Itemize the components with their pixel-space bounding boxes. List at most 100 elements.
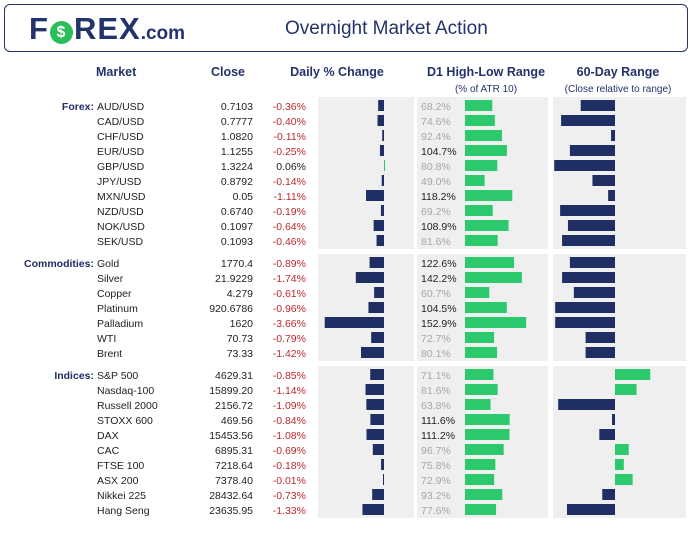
close-value: 6895.31 bbox=[215, 445, 253, 457]
daily-change-bar bbox=[373, 220, 384, 231]
range-bar bbox=[465, 429, 510, 440]
range-label: 142.2% bbox=[421, 273, 457, 285]
daily-change-bar bbox=[370, 414, 384, 425]
market-label: CAD/USD bbox=[97, 116, 145, 128]
group-label: Commodities: bbox=[24, 258, 94, 270]
page-title: Overnight Market Action bbox=[285, 18, 488, 39]
close-value: 1.3224 bbox=[221, 161, 253, 173]
coin-icon: $ bbox=[49, 21, 73, 44]
range-bar bbox=[465, 287, 490, 298]
close-value: 0.7777 bbox=[221, 116, 253, 128]
range-bar bbox=[465, 235, 498, 246]
range-label: 49.0% bbox=[421, 176, 451, 188]
daily-change-bar bbox=[378, 100, 384, 111]
change-label: -0.85% bbox=[273, 370, 306, 382]
daily-change-bar bbox=[381, 459, 384, 470]
change-label: -0.69% bbox=[273, 445, 306, 457]
market-label: Silver bbox=[97, 273, 124, 285]
daily-change-bar bbox=[368, 302, 384, 313]
header-banner: F $ REX.com Overnight Market Action bbox=[4, 4, 688, 52]
sixty-day-bar bbox=[615, 369, 651, 380]
sixty-day-bar bbox=[611, 130, 615, 141]
change-label: -0.89% bbox=[273, 258, 306, 270]
sixty-day-bar bbox=[555, 317, 615, 328]
change-label: -3.66% bbox=[273, 318, 306, 330]
daily-change-bar bbox=[360, 347, 384, 358]
sixty-day-bar bbox=[558, 399, 615, 410]
close-value: 0.7103 bbox=[221, 101, 253, 113]
range-bar bbox=[465, 474, 495, 485]
market-label: SEK/USD bbox=[97, 236, 144, 248]
close-value: 0.1097 bbox=[221, 221, 253, 233]
range-bar bbox=[465, 205, 493, 216]
market-label: NZD/USD bbox=[97, 206, 144, 218]
range-bar bbox=[465, 145, 507, 156]
market-label: Palladium bbox=[97, 318, 143, 330]
market-label: NOK/USD bbox=[97, 221, 145, 233]
range-label: 69.2% bbox=[421, 206, 451, 218]
close-value: 4.279 bbox=[227, 288, 253, 300]
sixty-day-bar bbox=[615, 444, 629, 455]
daily-change-bar bbox=[372, 489, 384, 500]
daily-change-bar bbox=[369, 257, 384, 268]
change-label: -0.14% bbox=[273, 176, 306, 188]
sixty-day-bar bbox=[560, 205, 615, 216]
close-value: 73.33 bbox=[227, 348, 253, 360]
range-label: 74.6% bbox=[421, 116, 451, 128]
change-label: -0.40% bbox=[273, 116, 306, 128]
column-header-daily-change: Daily % Change bbox=[290, 65, 384, 79]
range-label: 118.2% bbox=[421, 191, 456, 203]
sixty-day-bar bbox=[554, 160, 615, 171]
range-bar bbox=[465, 384, 498, 395]
range-label: 111.2% bbox=[421, 430, 455, 442]
forex-logo[interactable]: F $ REX.com bbox=[29, 11, 186, 46]
range-bar bbox=[465, 257, 515, 268]
change-label: -0.96% bbox=[273, 303, 306, 315]
market-label: STOXX 600 bbox=[97, 415, 153, 427]
market-label: AUD/USD bbox=[97, 101, 145, 113]
change-label: 0.06% bbox=[276, 161, 306, 173]
sixty-day-bar bbox=[608, 190, 615, 201]
column-header-close: Close bbox=[210, 65, 246, 79]
market-label: WTI bbox=[97, 333, 116, 345]
range-label: 81.6% bbox=[421, 236, 451, 248]
close-value: 0.05 bbox=[233, 191, 254, 203]
market-label: DAX bbox=[97, 430, 119, 442]
sixty-day-bar bbox=[573, 287, 615, 298]
sixty-day-bar bbox=[555, 302, 615, 313]
range-label: 80.1% bbox=[421, 348, 451, 360]
range-bar bbox=[465, 414, 510, 425]
range-label: 96.7% bbox=[421, 445, 451, 457]
change-label: -0.61% bbox=[273, 288, 306, 300]
daily-change-bar bbox=[384, 160, 385, 171]
close-value: 469.56 bbox=[221, 415, 253, 427]
change-label: -0.79% bbox=[273, 333, 306, 345]
market-label: Hang Seng bbox=[97, 505, 150, 517]
range-bar bbox=[465, 272, 522, 283]
change-label: -1.14% bbox=[273, 385, 306, 397]
daily-change-bar bbox=[377, 115, 384, 126]
group-label: Indices: bbox=[54, 370, 94, 382]
change-label: -0.36% bbox=[273, 101, 306, 113]
market-label: FTSE 100 bbox=[97, 460, 144, 472]
close-value: 0.8792 bbox=[221, 176, 253, 188]
market-label: Nikkei 225 bbox=[97, 490, 146, 502]
range-bar bbox=[465, 302, 507, 313]
daily-change-bar bbox=[355, 272, 384, 283]
range-label: 72.9% bbox=[421, 475, 451, 487]
range-label: 108.9% bbox=[421, 221, 457, 233]
sixty-day-bar bbox=[585, 347, 615, 358]
sixty-day-bar bbox=[599, 429, 615, 440]
close-value: 21.9229 bbox=[215, 273, 253, 285]
change-label: -1.42% bbox=[273, 348, 306, 360]
range-label: 122.6% bbox=[421, 258, 457, 270]
sixty-day-bar bbox=[585, 332, 615, 343]
range-label: 93.2% bbox=[421, 490, 451, 502]
change-label: -0.18% bbox=[273, 460, 306, 472]
close-value: 1.0820 bbox=[221, 131, 253, 143]
daily-change-bar bbox=[379, 145, 384, 156]
range-label: 63.8% bbox=[421, 400, 451, 412]
change-label: -1.33% bbox=[273, 505, 306, 517]
market-label: ASX 200 bbox=[97, 475, 139, 487]
range-bar bbox=[465, 190, 513, 201]
